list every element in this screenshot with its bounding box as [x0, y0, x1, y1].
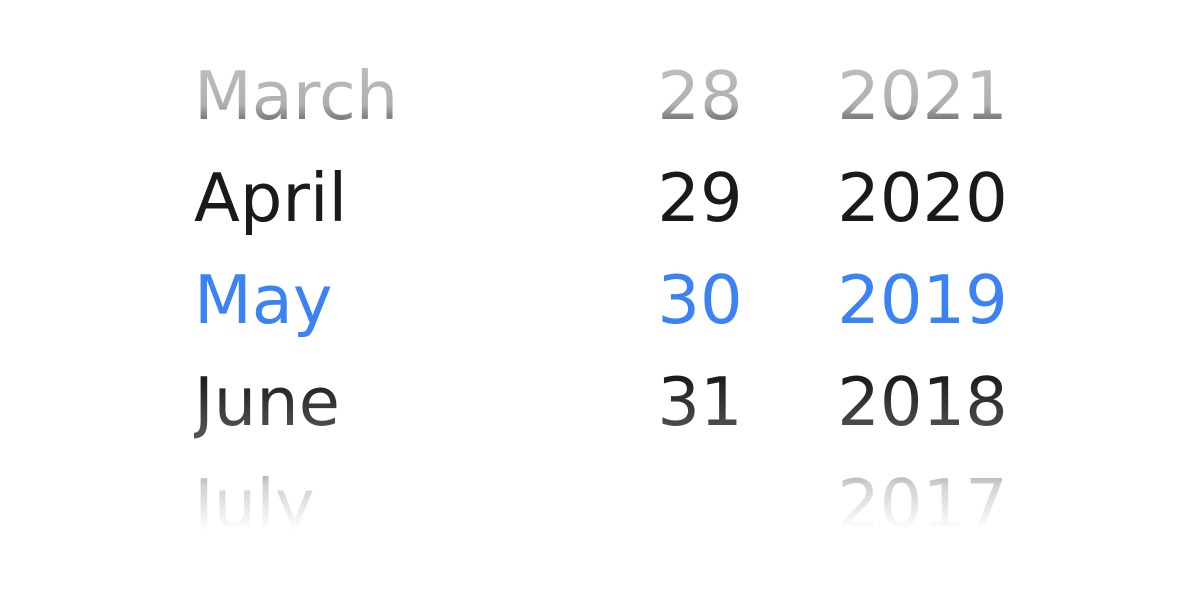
day-wheel[interactable]: 28 29 30 31 [640, 45, 760, 545]
day-option-empty [640, 453, 760, 555]
month-option-june[interactable]: June [194, 363, 340, 441]
year-option-2017[interactable]: 2017 [837, 465, 1008, 543]
year-option-2020[interactable]: 2020 [837, 159, 1008, 237]
day-option-31[interactable]: 31 [657, 363, 743, 441]
year-option-2018[interactable]: 2018 [837, 363, 1008, 441]
day-option-29[interactable]: 29 [657, 159, 743, 237]
year-wheel[interactable]: 2021 2020 2019 2018 2017 [830, 45, 1015, 545]
month-option-march[interactable]: March [194, 57, 399, 135]
month-option-may-selected[interactable]: May [194, 261, 333, 339]
day-option-28[interactable]: 28 [657, 57, 743, 135]
day-option-30-selected[interactable]: 30 [657, 261, 743, 339]
month-wheel[interactable]: March April May June July [194, 45, 524, 545]
year-option-2019-selected[interactable]: 2019 [837, 261, 1008, 339]
month-option-july[interactable]: July [194, 465, 315, 543]
year-option-2021[interactable]: 2021 [837, 57, 1008, 135]
month-option-april[interactable]: April [194, 159, 348, 237]
